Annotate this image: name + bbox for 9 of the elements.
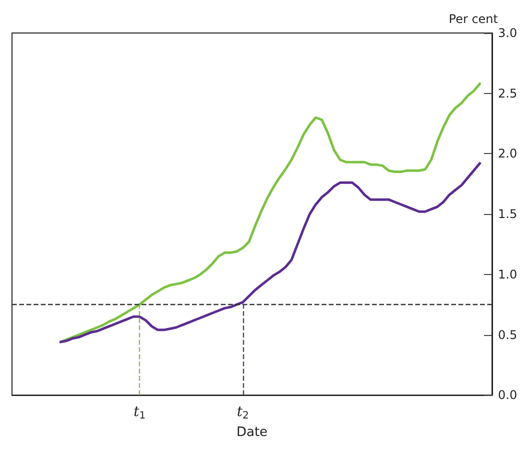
- x-axis-title: Date: [236, 425, 268, 440]
- y-tick-label: 0.0: [498, 388, 518, 402]
- y-axis-title: Per cent: [448, 12, 498, 26]
- y-tick-label: 1.5: [498, 207, 518, 222]
- y-tick-label: 2.5: [498, 86, 518, 100]
- y-tick-label: 0.5: [498, 328, 518, 342]
- y-tick-label: 1.0: [498, 267, 518, 282]
- y-tick-label: 3.0: [498, 26, 518, 40]
- y-tick-label: 2.0: [498, 146, 518, 161]
